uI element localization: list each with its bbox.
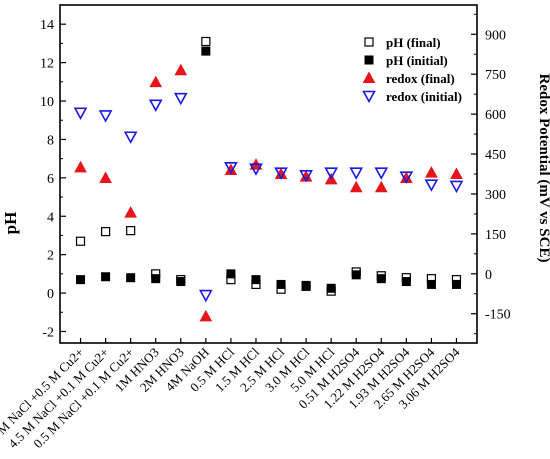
series-4-point	[249, 163, 263, 176]
series-2-point	[251, 275, 261, 285]
series-1-point	[126, 226, 136, 236]
series-2-point	[76, 275, 86, 285]
legend-label: redox (final)	[386, 71, 455, 86]
series-3-point	[74, 160, 87, 173]
right-axis: -150 0 150 300 450 600 750 900	[471, 13, 511, 335]
series-2-point	[276, 279, 286, 289]
series-3-point	[149, 75, 163, 88]
legend: pH (final) pH (initial) redox (final) redox…	[362, 35, 462, 104]
right-axis-tick-label: 750	[485, 68, 506, 83]
right-axis-tick-label: 450	[485, 148, 506, 163]
right-axis-tick-label: 300	[485, 188, 506, 203]
right-axis-title: Redox Potential (mV vs SCE)	[536, 74, 550, 263]
legend-marker	[364, 55, 374, 65]
left-axis-tick-label: 4	[47, 210, 54, 225]
series-4-point	[123, 131, 138, 144]
series-3-point	[450, 167, 463, 179]
legend-label: pH (initial)	[386, 53, 448, 68]
series-2-point	[176, 277, 186, 287]
series-2-point	[151, 274, 161, 284]
right-axis-tick-label: 0	[485, 268, 492, 283]
series-4-point	[224, 162, 238, 175]
series-2-point	[126, 273, 136, 283]
right-axis-tick-label: 900	[485, 28, 506, 43]
series-2-point	[426, 279, 436, 289]
series-3-point	[425, 166, 438, 178]
series-4-point	[73, 107, 88, 120]
series-2-point	[326, 283, 336, 293]
series-4-point	[299, 170, 313, 183]
series-3-point	[99, 171, 112, 183]
series-1-point	[201, 36, 211, 47]
series-2-point	[201, 46, 211, 56]
legend-label: pH (final)	[386, 35, 441, 50]
series-4-point	[98, 110, 113, 123]
left-axis-tick-label: 0	[47, 287, 54, 302]
series-2-point	[401, 277, 411, 287]
right-axis-tick-label: 150	[485, 228, 506, 243]
series-4-point	[349, 167, 364, 180]
left-axis-tick-label: 2	[47, 249, 54, 264]
series-4	[73, 92, 464, 303]
series-3-point	[199, 309, 213, 322]
series-3-point	[374, 180, 388, 193]
legend-marker	[362, 90, 376, 104]
series-4-point	[449, 180, 464, 194]
x-axis-tick-label: 0.5 M NaCl +0.1 M Cu2+	[30, 345, 137, 452]
series-4-point	[274, 167, 288, 180]
series-3-point	[349, 180, 363, 193]
series-4-point	[324, 167, 339, 180]
series-2-point	[451, 279, 461, 289]
left-axis-tick-label: 6	[47, 172, 54, 187]
series-1-point	[100, 227, 111, 237]
right-axis-tick-label: -150	[485, 308, 511, 323]
series-4-point	[374, 167, 389, 180]
series-2-point	[351, 270, 361, 280]
x-axis-tick-label: 4.5 M NaCl +0.1 M Cu2+	[5, 345, 112, 452]
series-2-point	[226, 269, 236, 279]
legend-label: redox (initial)	[386, 89, 462, 104]
series-4-point	[148, 99, 163, 112]
left-axis-tick-label: 12	[40, 57, 54, 72]
series-1-point	[75, 236, 86, 246]
left-axis: -2 0 2 4 6 8 10 12 14	[40, 18, 66, 340]
right-axis-tick-label: 600	[485, 108, 506, 123]
left-axis-tick-label: 8	[47, 133, 54, 148]
series-3-point	[174, 63, 188, 76]
data-marks	[73, 36, 464, 322]
series-4-point	[173, 92, 188, 106]
left-axis-title: pH	[1, 212, 20, 235]
series-2-point	[101, 272, 111, 282]
series-4-point	[424, 179, 439, 192]
left-axis-tick-label: -2	[42, 325, 54, 340]
series-4-point	[399, 171, 414, 184]
series-2-point	[301, 280, 311, 290]
series-3-point	[124, 206, 138, 218]
series-3-point	[224, 163, 238, 176]
legend-marker	[364, 37, 374, 47]
left-axis-tick-label: 10	[40, 95, 54, 110]
series-4-point	[198, 289, 213, 303]
x-axis: 4.5 M NaCl +0.5 M Cu2+4.5 M NaCl +0.1 M …	[0, 338, 463, 451]
left-axis-tick-label: 14	[40, 18, 54, 33]
series-2	[76, 46, 461, 293]
series-2-point	[376, 274, 386, 284]
legend-marker	[362, 71, 376, 83]
